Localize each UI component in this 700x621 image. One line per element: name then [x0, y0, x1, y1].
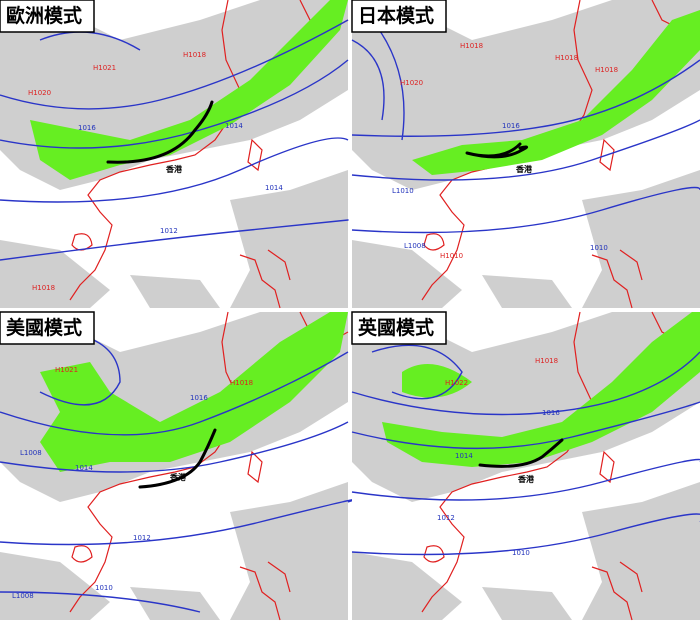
pressure-label: H1018 [32, 284, 55, 292]
place-label: 香港 [169, 472, 187, 482]
isobar-label: 1012 [437, 514, 455, 522]
pressure-label: H1018 [460, 42, 483, 50]
front [138, 428, 217, 489]
pressure-label: L1008 [404, 242, 426, 250]
rain-band [30, 0, 348, 180]
pressure-label: H1022 [445, 379, 468, 387]
isobar-label: 1016 [190, 394, 208, 402]
isobar-label: 1016 [502, 122, 520, 130]
isobar-label: 1010 [590, 244, 608, 252]
panel-title: 美國模式 [6, 316, 82, 339]
pressure-label: H1020 [400, 79, 423, 87]
pressure-label: H1021 [55, 366, 78, 374]
isobar-label: 1016 [78, 124, 96, 132]
rain-band [40, 312, 348, 472]
pressure-label: L1008 [20, 449, 42, 457]
isobar-label: 1014 [225, 122, 243, 130]
front [478, 438, 564, 468]
panel-title: 歐洲模式 [6, 4, 82, 27]
rain-band [382, 312, 700, 467]
panel-title: 英國模式 [358, 316, 434, 339]
isobar-label: 1010 [512, 549, 530, 557]
front [465, 142, 528, 159]
panel-title: 日本模式 [358, 4, 434, 27]
pressure-label: H1010 [440, 252, 463, 260]
front [106, 100, 214, 164]
isobar-label: 1014 [75, 464, 93, 472]
rain-band [412, 10, 700, 175]
isobar-label: 1014 [455, 452, 473, 460]
panel: H1018 H1018 H1018 H1020 1016 L1010 L1008… [351, 0, 700, 309]
pressure-label: H1021 [93, 64, 116, 72]
place-label: 香港 [517, 474, 535, 484]
place-label: 香港 [515, 164, 533, 174]
isobar [0, 329, 356, 613]
isobar [351, 19, 700, 234]
panel: H1018 H1021 H1020 1016 1014 1014 1012 H1… [0, 0, 349, 309]
pressure-label: H1018 [595, 66, 618, 74]
pressure-label: H1018 [535, 357, 558, 365]
isobar-label: 1016 [542, 409, 560, 417]
isobar-label: 1010 [95, 584, 113, 592]
pressure-label: H1018 [183, 51, 206, 59]
pressure-label: H1018 [230, 379, 253, 387]
isobar-label: 1014 [265, 184, 283, 192]
pressure-label: L1010 [392, 187, 414, 195]
isobar [0, 19, 349, 261]
pressure-label: H1020 [28, 89, 51, 97]
panel: H1018 H1022 1016 1014 1012 1010 香港 英國模式 [351, 311, 700, 621]
pressure-label: H1018 [555, 54, 578, 62]
isobar-label: 1012 [133, 534, 151, 542]
place-label: 香港 [165, 164, 183, 174]
panel: H1021 H1018 L1008 1016 1014 1012 1010 L1… [0, 311, 356, 621]
pressure-label: L1008 [12, 592, 34, 600]
isobar [351, 344, 700, 556]
isobar-label: 1012 [160, 227, 178, 235]
